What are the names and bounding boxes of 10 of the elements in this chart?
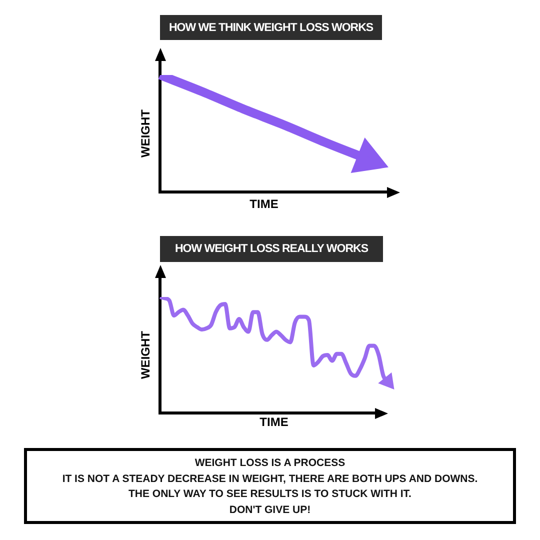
text: IT IS NOT A STEADY DECREASE IN WEIGHT, THERE ARE BOTH UPS AND DOWNS. [61, 472, 479, 487]
x-axis-title: TIME [250, 197, 278, 212]
y-axis-title: WEIGHT [138, 108, 153, 158]
text: WEIGHT LOSS IS A PROCESS [194, 456, 346, 471]
x-axis-title: TIME [260, 415, 288, 430]
text: THE ONLY WAY TO SEE RESULTS IS TO STUCK WITH IT. [128, 487, 412, 502]
chart-title: HOW WEIGHT LOSS REALLY WORKS [174, 243, 368, 255]
chart-title: HOW WE THINK WEIGHT LOSS WORKS [168, 22, 374, 34]
y-axis-title: WEIGHT [138, 330, 153, 379]
text: DON'T GIVE UP! [228, 502, 312, 518]
